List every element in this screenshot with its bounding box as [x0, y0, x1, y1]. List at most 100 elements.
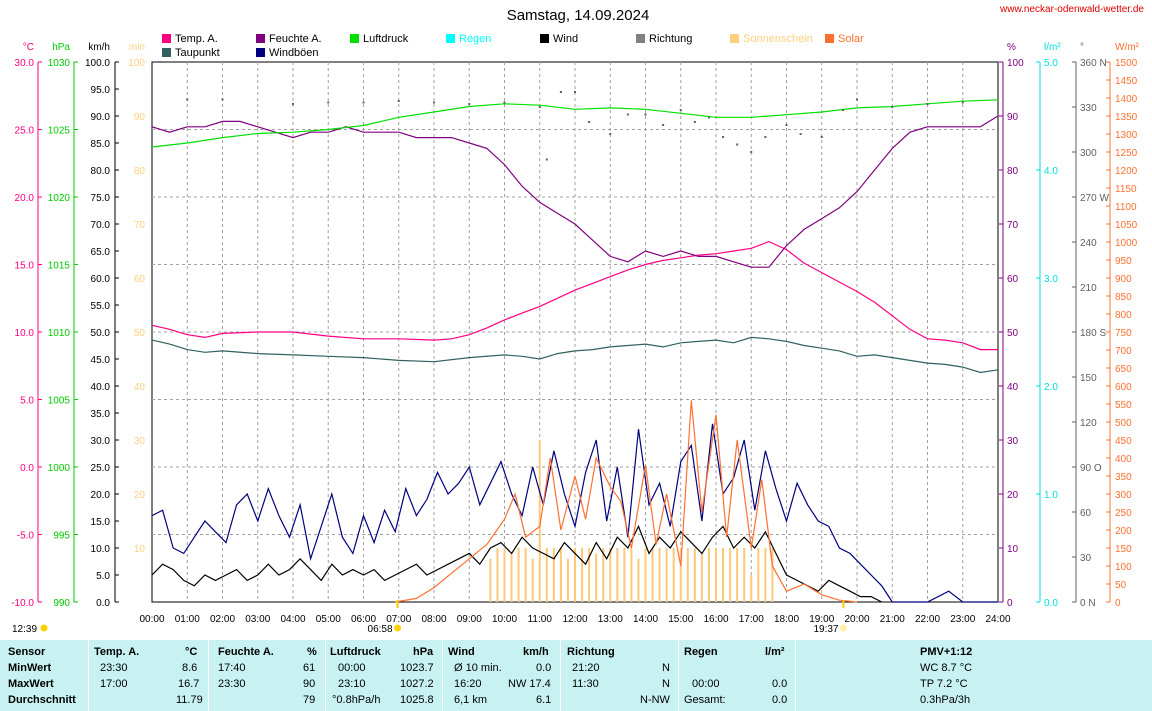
series — [151, 91, 999, 603]
stats-cell: 16:20 — [454, 678, 482, 690]
axis-tick-direction: 240 — [1080, 238, 1097, 249]
axis-tick-solar: 1050 — [1115, 220, 1138, 231]
axis-tick-rain: 1.0 — [1044, 490, 1058, 501]
axis-tick-temp: -5.0 — [17, 531, 35, 542]
series-luftdruck — [151, 99, 999, 148]
axis-tick-wind: 20.0 — [91, 490, 111, 501]
axis-tick-rain: 5.0 — [1044, 58, 1058, 69]
axis-tick-solar: 1250 — [1115, 148, 1138, 159]
stats-cell: 1023.7 — [400, 662, 434, 674]
point-richtung — [693, 121, 696, 123]
point-richtung — [764, 136, 767, 138]
x-tick-label: 11:00 — [528, 614, 553, 625]
stats-header-temp-unit: °C — [185, 646, 198, 658]
axis-tick-solar: 1100 — [1115, 202, 1137, 213]
axis-tick-direction: 270 W — [1080, 193, 1109, 204]
sunrise-icon — [394, 624, 402, 632]
axis-tick-direction: 180 S — [1080, 328, 1106, 339]
axis-tick-wind: 45.0 — [91, 355, 111, 366]
axis-tick-solar: 0 — [1115, 598, 1121, 609]
legend-swatch — [730, 34, 739, 43]
stats-cell: NW 17.4 — [508, 678, 551, 690]
axis-tick-temp: 0.0 — [20, 463, 34, 474]
stats-header-wind: Wind — [448, 646, 475, 658]
point-richtung — [662, 124, 665, 126]
x-tick-label: 10:00 — [492, 614, 517, 625]
axis-tick-pressure: 1000 — [48, 463, 71, 474]
axis-unit-pressure: hPa — [52, 42, 70, 53]
site-url[interactable]: www.neckar-odenwald-wetter.de — [1000, 4, 1144, 15]
stats-cell: 0.3hPa/3h — [920, 694, 971, 706]
legend-label: Feuchte A. — [269, 33, 322, 45]
axis-tick-wind: 35.0 — [91, 409, 111, 420]
axis-tick-sun: 70 — [134, 220, 146, 231]
axis-tick-solar: 600 — [1115, 382, 1132, 393]
point-richtung — [574, 91, 576, 93]
x-tick-label: 21:00 — [880, 614, 905, 625]
point-richtung — [750, 151, 753, 153]
x-tick-label: 20:00 — [844, 614, 869, 625]
stats-cell: 0.0 — [536, 662, 552, 674]
axis-tick-sun: 20 — [134, 490, 146, 501]
series-taupunkt — [151, 336, 999, 374]
x-tick-label: 17:00 — [739, 614, 764, 625]
axis-tick-solar: 750 — [1115, 328, 1132, 339]
stats-cell: N-NW — [640, 694, 670, 706]
legend-swatch — [825, 34, 834, 43]
stats-cell: 1027.2 — [400, 678, 434, 690]
axis-tick-solar: 300 — [1115, 490, 1132, 501]
axis-tick-sun: 80 — [134, 166, 146, 177]
axis-tick-temp: 15.0 — [15, 261, 35, 272]
axis-tick-solar: 400 — [1115, 454, 1132, 465]
stats-header-hum-unit: % — [307, 646, 317, 658]
stats-header-temp: Temp. A. — [94, 646, 140, 658]
axis-tick-wind: 100.0 — [85, 58, 110, 69]
stats-header-dir: Richtung — [567, 646, 615, 658]
axis-tick-solar: 1450 — [1115, 76, 1138, 87]
point-richtung — [841, 109, 844, 111]
stats-cell: 00:00 — [692, 678, 720, 690]
axis-tick-wind: 80.0 — [91, 166, 111, 177]
series-wind — [151, 524, 882, 603]
axis-tick-solar: 150 — [1115, 544, 1132, 555]
axis-tick-solar: 1300 — [1115, 130, 1138, 141]
stats-cell: TP 7.2 °C — [920, 678, 968, 690]
stats-cell: 00:00 — [338, 662, 366, 674]
stats-cell: N — [662, 678, 670, 690]
axis-tick-solar: 950 — [1115, 256, 1132, 267]
axis-tick-humidity: 100 — [1007, 58, 1024, 69]
legend-swatch — [162, 34, 171, 43]
axis-tick-solar: 100 — [1115, 562, 1132, 573]
axis-unit-wind: km/h — [88, 42, 110, 53]
axis-tick-direction: 0 N — [1080, 598, 1096, 609]
axis-tick-temp: 30.0 — [15, 58, 35, 69]
series-feuchte-a- — [151, 115, 999, 268]
stats-cell: 0.0 — [772, 694, 788, 706]
axis-tick-humidity: 50 — [1007, 328, 1019, 339]
axis-tick-humidity: 10 — [1007, 544, 1019, 555]
stats-cell: 23:30 — [218, 678, 246, 690]
point-richtung — [609, 133, 612, 135]
x-tick-label: 00:00 — [139, 614, 164, 625]
axis-tick-temp: 10.0 — [15, 328, 35, 339]
stats-cell: 61 — [303, 662, 316, 674]
point-richtung — [468, 103, 471, 105]
x-tick-label: 19:00 — [809, 614, 834, 625]
legend-swatch — [636, 34, 645, 43]
sunset-time: 19:37 — [813, 624, 838, 635]
legend-swatch — [350, 34, 359, 43]
point-richtung — [397, 100, 400, 102]
legend-swatch — [256, 34, 265, 43]
axis-tick-wind: 95.0 — [91, 85, 111, 96]
axis-tick-humidity: 40 — [1007, 382, 1019, 393]
point-richtung — [785, 124, 788, 126]
point-richtung — [856, 98, 858, 101]
axis-tick-solar: 1400 — [1115, 94, 1138, 105]
axis-tick-humidity: 60 — [1007, 274, 1019, 285]
axis-tick-solar: 450 — [1115, 436, 1132, 447]
point-richtung — [503, 101, 506, 104]
axis-tick-solar: 250 — [1115, 508, 1132, 519]
x-tick-label: 03:00 — [245, 614, 270, 625]
stats-cell: 16.7 — [178, 678, 200, 690]
stats-cell: °0.8hPa/h — [332, 694, 381, 706]
